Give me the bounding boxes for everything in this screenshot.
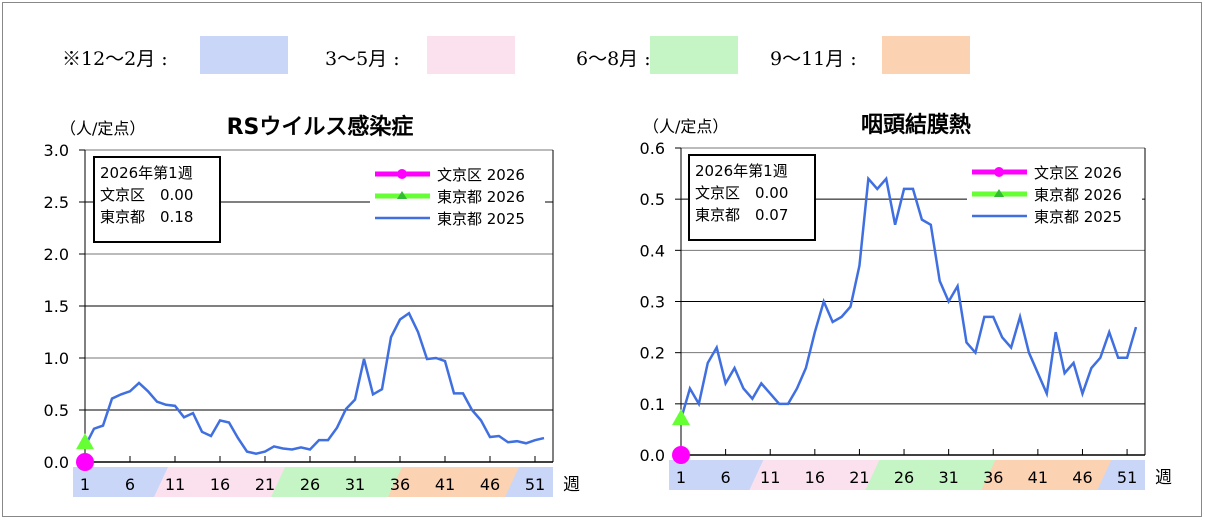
data-point-tokyo-2026 — [76, 433, 94, 450]
x-tick-label: 31 — [345, 475, 365, 494]
info-box-line: 2026年第1週 — [695, 162, 788, 180]
y-tick-label: 0.5 — [44, 401, 69, 420]
legend-marker-triangle — [397, 191, 407, 199]
season-band — [505, 467, 553, 497]
season-band — [669, 460, 770, 490]
y-tick-label: 3.0 — [44, 141, 69, 160]
x-tick-label: 16 — [210, 475, 230, 494]
info-box-line: 東京都 0.07 — [695, 206, 788, 224]
season-label: 9〜11月 : — [770, 48, 857, 70]
legend-marker-circle — [994, 167, 1004, 177]
season-swatch — [200, 36, 288, 74]
x-axis-label: 週 — [1155, 468, 1172, 488]
data-point-bunkyo-2026 — [672, 446, 690, 464]
y-tick-label: 0.6 — [640, 139, 665, 158]
y-axis-unit: （人/定点） — [643, 117, 728, 136]
series-line-tokyo-2025 — [83, 311, 545, 455]
info-box-line: 文京区 0.00 — [100, 186, 193, 204]
x-tick-label: 36 — [390, 475, 410, 494]
season-band — [388, 467, 525, 497]
season-band — [1097, 460, 1145, 490]
x-tick-label: 6 — [125, 475, 135, 494]
y-tick-label: 0.4 — [640, 241, 665, 260]
season-band — [154, 467, 291, 497]
legend-bg — [967, 162, 1142, 183]
x-tick-label: 41 — [435, 475, 455, 494]
info-box-line: 2026年第1週 — [100, 164, 193, 182]
x-tick-label: 11 — [165, 475, 185, 494]
y-tick-label: 0.2 — [640, 344, 665, 363]
season-band — [73, 467, 174, 497]
x-tick-label: 46 — [1072, 468, 1092, 487]
x-tick-label: 16 — [805, 468, 825, 487]
x-tick-label: 36 — [983, 468, 1003, 487]
legend-label: 東京都 2026 — [1034, 186, 1122, 204]
info-box-line: 文京区 0.00 — [695, 184, 788, 202]
y-tick-label: 2.5 — [44, 193, 69, 212]
y-tick-label: 0.5 — [640, 190, 665, 209]
legend-label: 東京都 2025 — [1034, 208, 1122, 226]
x-tick-label: 51 — [525, 475, 545, 494]
legend-bg — [370, 164, 545, 185]
season-band — [865, 460, 1002, 490]
y-axis-unit: （人/定点） — [60, 119, 145, 138]
season-band — [271, 467, 408, 497]
season-band — [749, 460, 886, 490]
season-label: ※12〜2月 : — [62, 48, 168, 70]
y-tick-label: 0.1 — [640, 395, 665, 414]
x-tick-label: 1 — [80, 475, 90, 494]
x-tick-label: 31 — [938, 468, 958, 487]
series-line-tokyo-2025 — [679, 175, 1138, 420]
x-tick-label: 21 — [255, 475, 275, 494]
season-label: 6〜8月 : — [576, 48, 651, 70]
legend-label: 文京区 2026 — [437, 166, 525, 184]
legend-bg — [370, 208, 545, 229]
x-tick-label: 26 — [894, 468, 914, 487]
season-swatch — [427, 36, 515, 74]
y-tick-label: 1.5 — [44, 297, 69, 316]
x-tick-label: 21 — [849, 468, 869, 487]
y-tick-label: 0.0 — [640, 446, 665, 465]
season-swatch — [650, 36, 738, 74]
legend-marker-triangle — [994, 189, 1004, 197]
legend-bg — [370, 186, 545, 207]
legend-marker-circle — [397, 169, 407, 179]
x-axis-label: 週 — [563, 475, 580, 495]
legend-label: 東京都 2026 — [437, 188, 525, 206]
data-point-tokyo-2026 — [672, 409, 690, 426]
y-tick-label: 2.0 — [44, 245, 69, 264]
chart-title: RSウイルス感染症 — [227, 114, 414, 140]
info-box-line: 東京都 0.18 — [100, 208, 193, 226]
y-tick-label: 0.0 — [44, 453, 69, 472]
x-tick-label: 46 — [480, 475, 500, 494]
x-tick-label: 1 — [676, 468, 686, 487]
chart-title: 咽頭結膜熱 — [861, 112, 971, 138]
legend-bg — [967, 206, 1142, 227]
x-tick-label: 51 — [1117, 468, 1137, 487]
season-swatch — [882, 36, 970, 74]
x-tick-label: 11 — [760, 468, 780, 487]
data-point-bunkyo-2026 — [76, 453, 94, 471]
legend-label: 文京区 2026 — [1034, 164, 1122, 182]
x-tick-label: 41 — [1028, 468, 1048, 487]
season-label: 3〜5月 : — [325, 48, 400, 70]
info-box — [93, 156, 221, 243]
y-tick-label: 0.3 — [640, 293, 665, 312]
y-tick-label: 1.0 — [44, 349, 69, 368]
legend-bg — [967, 184, 1142, 205]
season-band — [981, 460, 1118, 490]
legend-label: 東京都 2025 — [437, 210, 525, 228]
x-tick-label: 26 — [300, 475, 320, 494]
x-tick-label: 6 — [721, 468, 731, 487]
info-box — [688, 154, 816, 241]
